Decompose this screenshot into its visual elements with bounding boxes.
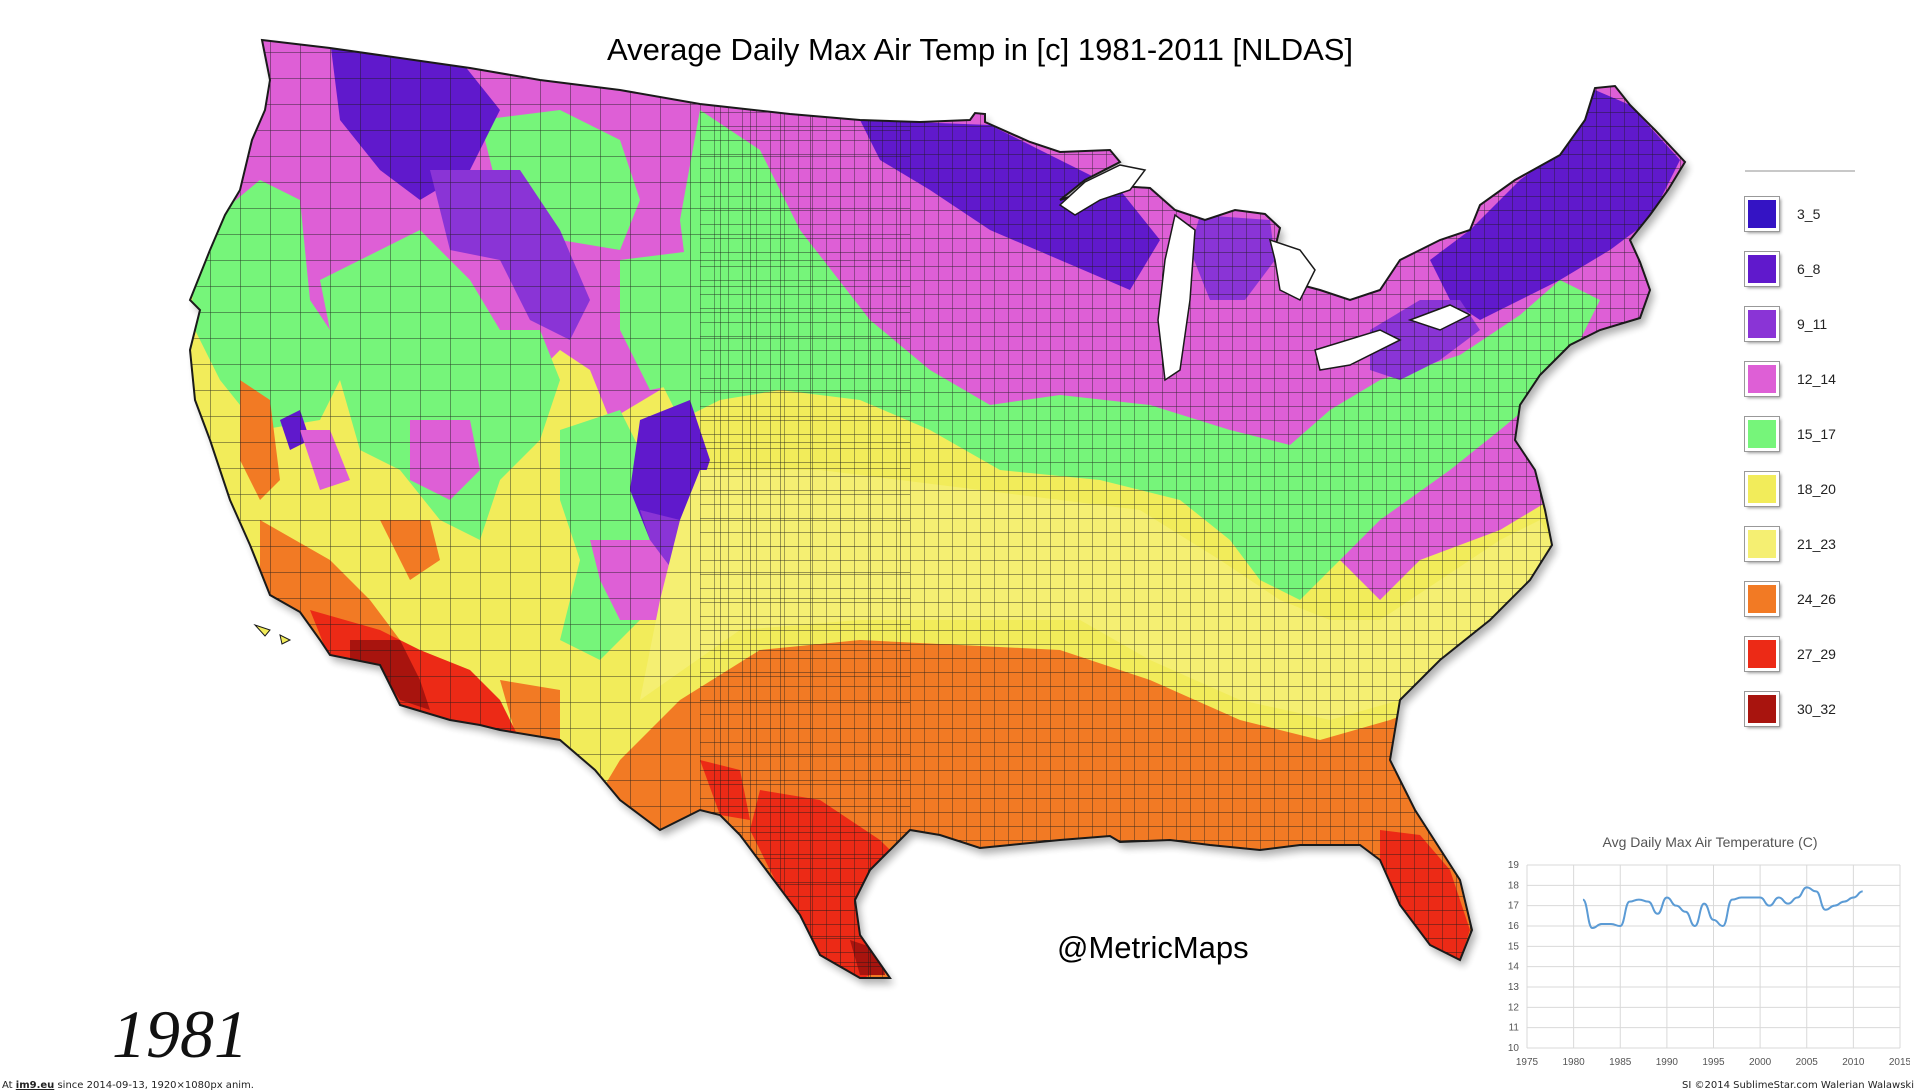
y-tick-label: 13 (1508, 982, 1520, 993)
y-tick-label: 16 (1508, 921, 1520, 932)
legend-label: 3_5 (1797, 205, 1821, 222)
legend-item-6-8: 6_8 (1745, 241, 1855, 296)
footer-credit-left: At im9.eu since 2014-09-13, 1920×1080px … (2, 1080, 254, 1091)
chart-grid (1526, 864, 1901, 1049)
map-title: Average Daily Max Air Temp in [c] 1981-2… (606, 32, 1354, 67)
x-tick-label: 2005 (1796, 1057, 1819, 1068)
legend-item-12-14: 12_14 (1745, 351, 1855, 406)
y-tick-label: 10 (1508, 1043, 1520, 1054)
x-tick-label: 2010 (1842, 1057, 1865, 1068)
map-legend: 3_5 6_8 9_11 12_14 15_17 18_20 21_23 24_26 27_29… (1745, 170, 1855, 736)
legend-label: 18_20 (1797, 480, 1836, 497)
legend-swatch (1745, 416, 1779, 451)
legend-item-24-26: 24_26 (1745, 571, 1855, 626)
footer-credit-right: SI ©2014 SublimeStar.com Walerian Walaws… (1682, 1080, 1914, 1091)
legend-item-30-32: 30_32 (1745, 681, 1855, 736)
legend-label: 6_8 (1797, 260, 1821, 277)
y-tick-label: 11 (1509, 1023, 1520, 1034)
legend-label: 30_32 (1797, 700, 1836, 717)
legend-item-18-20: 18_20 (1745, 461, 1855, 516)
legend-item-15-17: 15_17 (1745, 406, 1855, 461)
legend-swatch (1745, 691, 1779, 726)
legend-item-27-29: 27_29 (1745, 626, 1855, 681)
x-tick-label: 1975 (1516, 1057, 1539, 1068)
series-line-avg-temp (1581, 886, 1863, 930)
chart-y-ticks: 10 11 12 13 14 15 16 17 18 19 (1508, 860, 1520, 1054)
legend-item-21-23: 21_23 (1745, 516, 1855, 571)
footer-suffix: since 2014-09-13, 1920×1080px anim. (54, 1080, 254, 1091)
legend-swatch (1745, 581, 1779, 616)
inset-line-chart: Avg Daily Max Air Temperature (C) 10 11 12… (1508, 834, 1910, 1068)
legend-top-rule (1745, 170, 1855, 172)
x-tick-label: 1980 (1563, 1057, 1586, 1068)
y-tick-label: 15 (1508, 941, 1520, 952)
legend-label: 9_11 (1797, 315, 1828, 332)
x-tick-label: 2015 (1889, 1057, 1910, 1068)
legend-label: 24_26 (1797, 590, 1836, 607)
legend-item-3-5: 3_5 (1745, 186, 1855, 241)
x-tick-label: 1985 (1609, 1057, 1632, 1068)
footer-link[interactable]: im9.eu (15, 1080, 55, 1091)
legend-item-9-11: 9_11 (1745, 296, 1855, 351)
x-tick-label: 1990 (1656, 1057, 1679, 1068)
legend-swatch (1745, 526, 1779, 561)
y-tick-label: 12 (1508, 1002, 1520, 1013)
x-tick-label: 1995 (1702, 1057, 1725, 1068)
legend-label: 15_17 (1797, 425, 1836, 442)
footer-prefix: At (2, 1080, 16, 1091)
legend-label: 12_14 (1797, 370, 1836, 387)
y-tick-label: 17 (1508, 901, 1520, 912)
legend-swatch (1745, 306, 1779, 341)
y-tick-label: 14 (1508, 962, 1520, 973)
chart-x-ticks: 1975 1980 1985 1990 1995 2000 2005 2010 2015 (1516, 1057, 1910, 1068)
legend-swatch (1745, 196, 1779, 231)
legend-label: 21_23 (1797, 535, 1836, 552)
legend-swatch (1745, 251, 1779, 286)
y-tick-label: 18 (1508, 880, 1520, 891)
chart-title: Avg Daily Max Air Temperature (C) (1603, 834, 1818, 850)
watermark-handle: @MetricMaps (1057, 930, 1249, 965)
x-tick-label: 2000 (1749, 1057, 1772, 1068)
legend-label: 27_29 (1797, 645, 1836, 662)
legend-swatch (1745, 471, 1779, 506)
legend-swatch (1745, 636, 1779, 671)
legend-swatch (1745, 361, 1779, 396)
year-label: 1981 (112, 996, 248, 1072)
y-tick-label: 19 (1508, 860, 1520, 871)
